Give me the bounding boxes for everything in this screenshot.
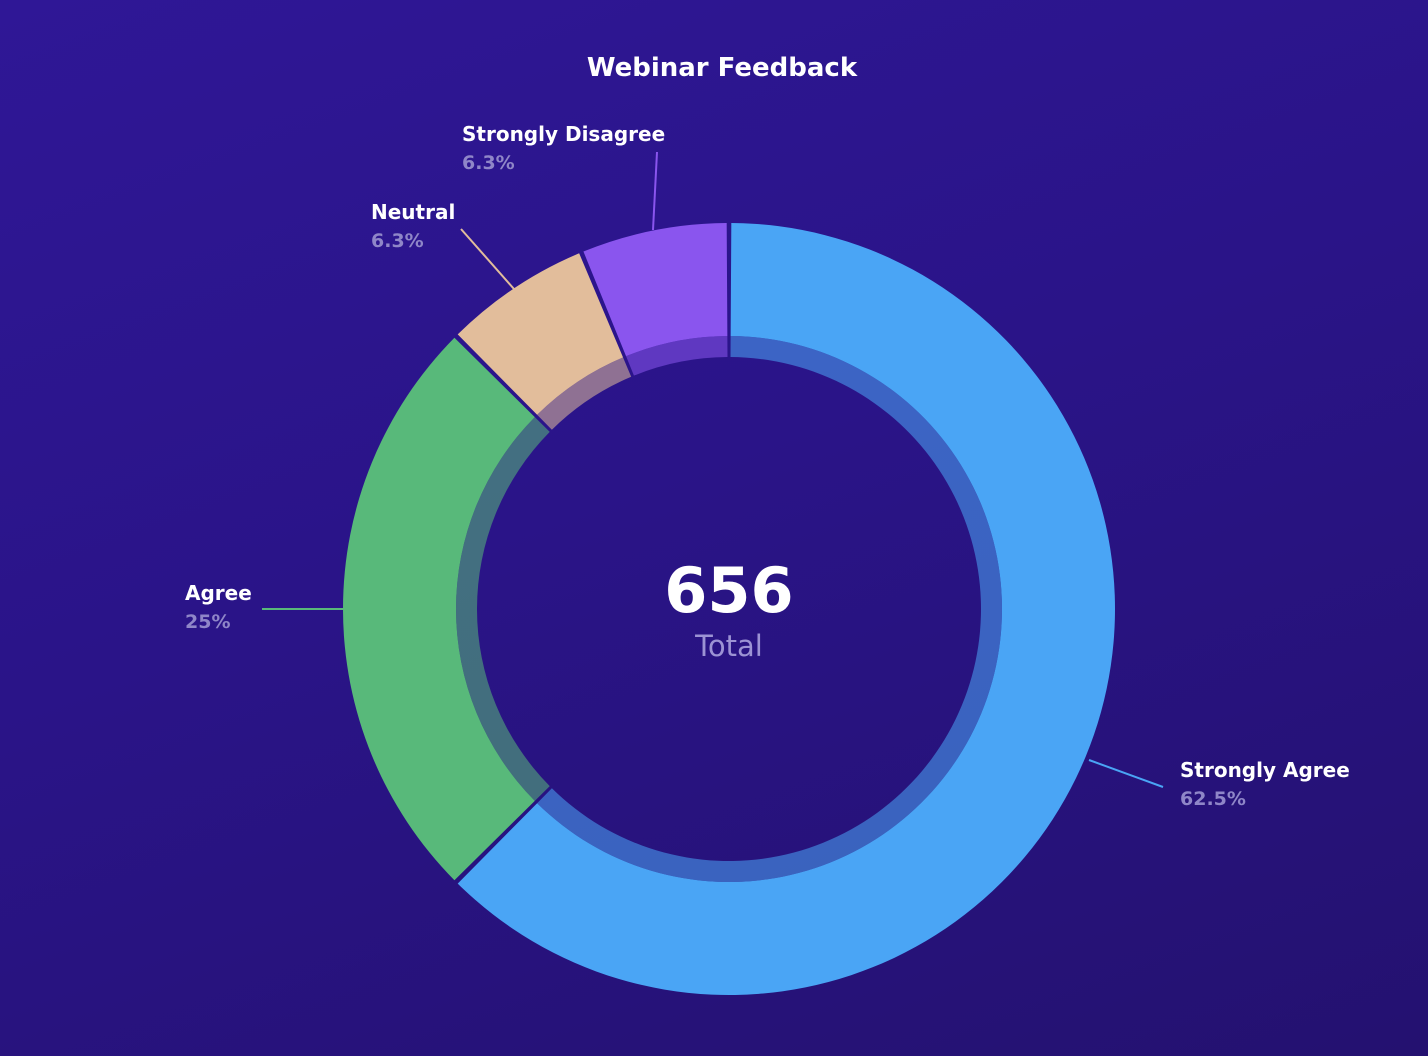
slice-inner-band-strongly-disagree — [626, 336, 728, 376]
leader-line-neutral — [460, 228, 515, 290]
slice-inner-band-agree — [456, 417, 550, 801]
slice-label-neutral: Neutral — [371, 200, 455, 224]
slice-inner-band-neutral — [537, 357, 632, 430]
slice-label-strongly-agree: Strongly Agree — [1180, 758, 1350, 782]
labels-layer: Strongly Agree 62.5% Agree 25% Neutral 6.3% St… — [185, 122, 1350, 810]
leader-line-strongly-agree — [1088, 759, 1164, 788]
slice-label-strongly-disagree: Strongly Disagree — [462, 122, 665, 146]
slice-percent-neutral: 6.3% — [371, 230, 424, 252]
total-label: Total — [694, 629, 763, 663]
slice-percent-agree: 25% — [185, 611, 230, 633]
slice-label-agree: Agree — [185, 581, 252, 605]
slice-agree[interactable] — [343, 337, 535, 881]
slice-strongly-agree[interactable] — [457, 223, 1115, 995]
slice-percent-strongly-agree: 62.5% — [1180, 788, 1246, 810]
slice-strongly-disagree[interactable] — [583, 223, 728, 357]
total-value: 656 — [664, 554, 793, 627]
slice-inner-band-strongly-agree — [537, 336, 1002, 883]
slice-percent-strongly-disagree: 6.3% — [462, 152, 515, 174]
leader-line-strongly-disagree — [652, 151, 658, 231]
slice-neutral[interactable] — [457, 253, 624, 415]
chart-title: Webinar Feedback — [587, 53, 858, 83]
slices-layer — [343, 223, 1115, 995]
